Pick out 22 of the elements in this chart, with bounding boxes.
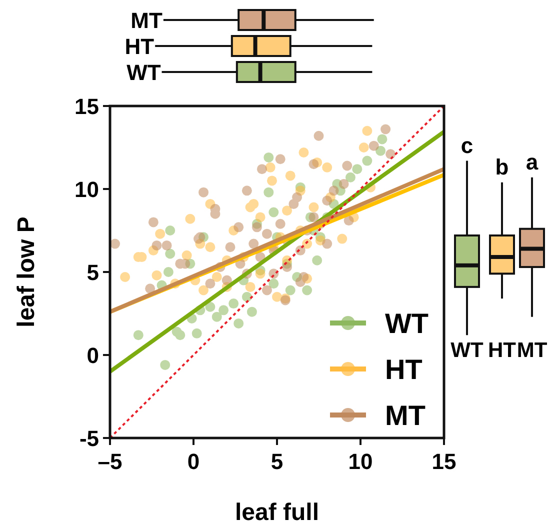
x-tick-label: 10 <box>348 449 373 474</box>
x-tick-label: 0 <box>187 449 200 474</box>
y-tick-label: MT <box>130 8 163 33</box>
x-tick-label: MT <box>516 339 548 362</box>
y-tick-label: -5 <box>79 426 99 451</box>
x-tick-label: 15 <box>432 449 456 474</box>
y-tick-label: 10 <box>74 177 99 202</box>
x-tick-label: 5 <box>270 449 284 474</box>
x-tick-label: –5 <box>98 449 122 474</box>
x-axis-title: leaf full <box>234 499 320 526</box>
y-tick-label: 5 <box>86 260 99 285</box>
y-tick-label: WT <box>126 60 162 85</box>
annotation: a <box>526 149 539 174</box>
y-tick-label: 15 <box>74 94 99 119</box>
annotation: c <box>460 132 474 158</box>
legend-label: MT <box>385 400 426 431</box>
annotation: b <box>495 154 509 180</box>
y-tick-label: HT <box>124 34 155 59</box>
y-axis-title: leaf low P <box>13 216 40 328</box>
legend-label: WT <box>385 308 429 339</box>
x-tick-label: WT <box>450 339 484 362</box>
x-tick-label: HT <box>488 339 516 362</box>
